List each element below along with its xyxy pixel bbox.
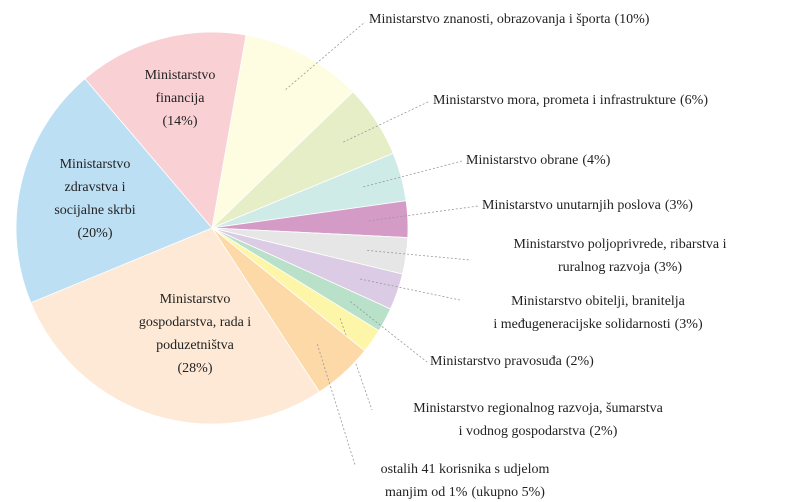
leader-line bbox=[316, 344, 356, 466]
label-line: Ministarstvo pravosuđa bbox=[430, 354, 563, 369]
slice-label: Ministarstvo obitelji, branitelja i međug… bbox=[493, 294, 703, 332]
slice-label: Ministarstvo zdravstva i socijalne skrbi (2… bbox=[54, 157, 135, 241]
label-line: Ministarstvo poljoprivrede, ribarstva i bbox=[513, 237, 726, 252]
leader-line bbox=[339, 318, 373, 411]
label-line: manjim od 1% bbox=[385, 485, 468, 500]
label-line: Ministarstvo regionalnog razvoja, šumars… bbox=[413, 401, 663, 416]
label-line: Ministarstvo bbox=[145, 68, 216, 83]
label-line: Ministarstvo obitelji, branitelja bbox=[511, 294, 686, 309]
leader-line bbox=[367, 249, 471, 261]
value-label: (14%) bbox=[163, 114, 198, 129]
label-line: Ministarstvo bbox=[160, 292, 231, 307]
pie-slice bbox=[15, 78, 213, 304]
label-line: Ministarstvo bbox=[60, 157, 131, 172]
value-label: (3%) bbox=[675, 317, 703, 332]
slice-label: Ministarstvo poljoprivrede, ribarstva i r… bbox=[513, 237, 726, 275]
value-label: (4%) bbox=[582, 153, 610, 168]
label-line: i vodnog gospodarstva bbox=[459, 424, 587, 439]
slice-label: Ministarstvo unutarnjih poslova (3%) bbox=[482, 198, 693, 213]
label-line: Ministarstvo unutarnjih poslova bbox=[482, 198, 662, 213]
slice-label: Ministarstvo mora, prometa i infrastrukt… bbox=[433, 93, 708, 108]
pie-slice bbox=[84, 31, 247, 229]
slice-label: ostalih 41 korisnika s udjelom manjim od … bbox=[381, 462, 550, 500]
value-label: (2%) bbox=[566, 354, 594, 369]
label-line: Ministarstvo znanosti, obrazovanja i špo… bbox=[369, 12, 611, 27]
leader-line bbox=[360, 278, 461, 301]
value-label: (3%) bbox=[665, 198, 693, 213]
slice-label: Ministarstvo obrane (4%) bbox=[466, 153, 611, 168]
slice-label: Ministarstvo pravosuđa (2%) bbox=[430, 354, 594, 369]
value-label: (20%) bbox=[78, 226, 113, 241]
label-line: gospodarstva, rada i bbox=[139, 315, 251, 330]
label-line: socijalne skrbi bbox=[54, 203, 135, 218]
value-label: (ukupno 5%) bbox=[471, 485, 545, 500]
label-line: zdravstva i bbox=[64, 180, 125, 195]
pie-slice bbox=[30, 227, 320, 425]
pie-slice bbox=[211, 34, 354, 230]
label-line: Ministarstvo obrane bbox=[466, 153, 578, 168]
label-line: ostalih 41 korisnika s udjelom bbox=[381, 462, 550, 477]
slice-label: Ministarstvo financija (14%) bbox=[145, 68, 216, 129]
label-line: financija bbox=[156, 91, 206, 106]
label-line: Ministarstvo mora, prometa i infrastrukt… bbox=[433, 93, 676, 108]
slice-label: Ministarstvo regionalnog razvoja, šumars… bbox=[413, 401, 663, 439]
leader-line bbox=[343, 100, 431, 143]
label-line: ruralnog razvoja bbox=[558, 260, 651, 275]
label-line: i međugeneracijske solidarnosti bbox=[493, 317, 670, 332]
leader-line bbox=[350, 301, 428, 363]
slice-label: Ministarstvo gospodarstva, rada i poduzetn… bbox=[139, 292, 251, 376]
slice-label: Ministarstvo znanosti, obrazovanja i špo… bbox=[369, 12, 650, 27]
leader-line bbox=[363, 160, 463, 188]
value-label: (28%) bbox=[178, 361, 213, 376]
leader-line bbox=[285, 21, 366, 90]
value-label: (6%) bbox=[680, 93, 708, 108]
value-label: (2%) bbox=[589, 424, 617, 439]
value-label: (3%) bbox=[654, 260, 682, 275]
value-label: (10%) bbox=[614, 12, 649, 27]
label-line: poduzetništva bbox=[156, 338, 235, 353]
